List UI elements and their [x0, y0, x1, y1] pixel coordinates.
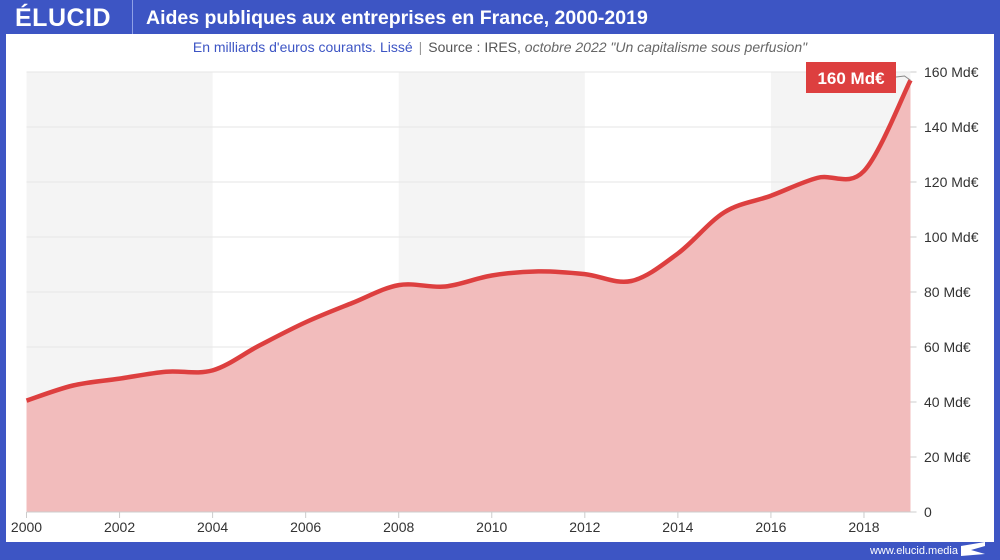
y-tick-label: 60 Md€	[924, 339, 971, 355]
x-tick-label: 2012	[569, 519, 600, 535]
y-tick-label: 140 Md€	[924, 119, 979, 135]
header: ÉLUCID Aides publiques aux entreprises e…	[0, 0, 1000, 36]
x-tick-label: 2016	[755, 519, 786, 535]
source-prefix: Source : IRES,	[428, 39, 525, 55]
annotation-connector	[895, 75, 911, 81]
series-line	[25, 79, 913, 403]
chart-subtitle: En milliards d'euros courants. Lissé | Sou…	[0, 39, 1000, 55]
series-area	[26, 80, 911, 512]
x-tick-label: 2010	[476, 519, 507, 535]
annotation-box	[806, 62, 896, 93]
x-tick-label: 2018	[848, 519, 879, 535]
x-tick-label: 2008	[383, 519, 414, 535]
y-tick-label: 40 Md€	[924, 394, 971, 410]
y-tick-label: 120 Md€	[924, 174, 979, 190]
source-detail: octobre 2022 "Un capitalisme sous perfus…	[524, 39, 808, 55]
y-tick-label: 160 Md€	[924, 64, 979, 80]
footer-url[interactable]: www.elucid.media	[869, 545, 958, 557]
y-tick-label: 100 Md€	[924, 229, 979, 245]
y-tick-label: 80 Md€	[924, 284, 971, 300]
y-tick-label: 20 Md€	[924, 449, 971, 465]
elucid-logo: ÉLUCID	[15, 4, 112, 32]
x-tick-label: 2002	[104, 519, 135, 535]
x-tick-label: 2014	[662, 519, 693, 535]
x-tick-label: 2000	[11, 519, 42, 535]
subtitle-separator: |	[418, 39, 423, 55]
chart-title: Aides publiques aux entreprises en Franc…	[146, 7, 648, 29]
x-tick-label: 2004	[197, 519, 228, 535]
y-tick-label: 0	[924, 504, 932, 520]
x-tick-label: 2006	[290, 519, 321, 535]
elucid-flag-icon	[961, 542, 985, 556]
header-divider	[132, 0, 133, 34]
unit-note: En milliards d'euros courants. Lissé	[192, 39, 413, 55]
annotation-label: 160 Md€	[817, 69, 885, 88]
